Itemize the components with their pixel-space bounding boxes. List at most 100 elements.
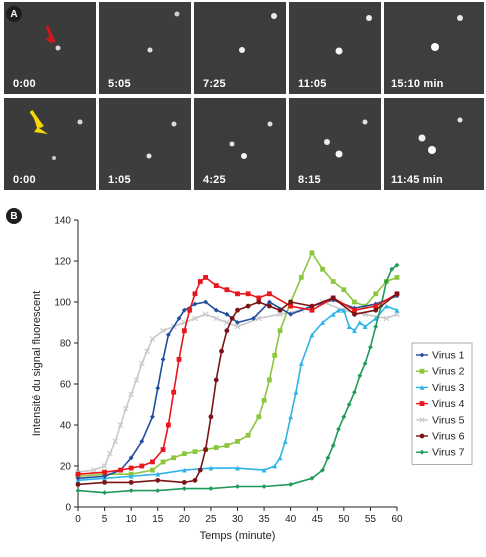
legend-label: Virus 3 — [432, 382, 465, 394]
data-point — [160, 357, 166, 362]
data-point — [288, 482, 294, 487]
data-point — [277, 307, 283, 313]
data-point — [138, 360, 145, 367]
y-tick-label: 20 — [60, 462, 72, 473]
data-point — [267, 377, 272, 383]
data-point — [346, 402, 352, 407]
data-point — [277, 311, 283, 318]
data-point — [352, 311, 357, 317]
data-point — [235, 291, 240, 297]
data-point — [107, 450, 113, 457]
data-point — [181, 467, 187, 473]
cross-stroke — [255, 315, 262, 322]
x-tick-label: 15 — [152, 514, 164, 525]
data-point — [149, 336, 156, 342]
data-point — [320, 320, 325, 325]
data-point — [288, 414, 294, 420]
legend-item: Virus 3 — [416, 382, 465, 394]
data-point — [352, 328, 357, 334]
data-point — [394, 262, 400, 268]
data-point — [75, 482, 81, 487]
series-virus-1 — [75, 293, 400, 481]
microscopy-image — [289, 98, 381, 190]
data-point — [224, 311, 230, 317]
legend-marker — [419, 352, 425, 358]
data-point — [394, 291, 400, 297]
x-tick-label: 55 — [365, 514, 377, 525]
data-point — [203, 447, 209, 452]
data-point — [277, 455, 283, 461]
data-point — [171, 389, 177, 395]
data-point — [288, 299, 294, 305]
time-label: 11:45 min — [391, 174, 443, 186]
data-point — [320, 467, 325, 473]
cross-stroke — [202, 311, 209, 318]
frame-row2-5: 11:45 min — [384, 98, 484, 190]
data-point — [352, 299, 357, 305]
cross-stroke — [181, 319, 188, 326]
x-tick-label: 35 — [259, 514, 271, 525]
data-point — [192, 449, 198, 455]
cross-stroke — [394, 311, 400, 318]
frame-row1-3: 7:25 — [194, 2, 286, 94]
time-label: 0:00 — [13, 174, 36, 186]
y-tick-label: 140 — [54, 216, 71, 227]
data-point — [309, 250, 315, 256]
y-tick-label: 120 — [54, 257, 71, 268]
data-point — [203, 275, 208, 280]
data-point — [160, 327, 166, 334]
data-point — [75, 488, 81, 493]
legend-label: Virus 5 — [432, 414, 465, 426]
x-tick-label: 60 — [391, 514, 403, 525]
data-point — [256, 295, 262, 301]
series-virus-4 — [75, 275, 400, 477]
data-point — [341, 287, 347, 293]
axes: 0 5 10 15 20 25 30 35 40 45 50 55 60 0 20 40 60 80 100 120 1… — [54, 216, 403, 526]
legend-item: Virus 1 — [416, 350, 465, 362]
cross-stroke — [192, 315, 198, 322]
data-point — [213, 377, 219, 383]
time-label: 8:15 — [298, 174, 321, 186]
cross-stroke — [234, 323, 241, 330]
cross-stroke — [101, 463, 108, 469]
data-point — [346, 324, 352, 329]
data-point — [309, 475, 315, 481]
data-point — [261, 467, 267, 473]
data-point — [219, 348, 224, 354]
legend-item: Virus 5 — [416, 414, 465, 426]
data-point — [229, 316, 235, 321]
microscopy-image — [194, 98, 286, 190]
data-point — [181, 480, 187, 485]
data-point — [235, 439, 240, 444]
data-point — [117, 422, 124, 428]
data-point — [160, 459, 166, 465]
data-point — [181, 328, 187, 334]
legend-label: Virus 4 — [432, 398, 465, 410]
data-point — [213, 445, 219, 450]
data-point — [235, 484, 240, 489]
data-point — [165, 422, 171, 428]
data-point — [128, 391, 134, 398]
frame-row2-4: 8:15 — [289, 98, 381, 190]
time-label: 4:25 — [203, 174, 226, 186]
cross-stroke — [160, 327, 166, 334]
data-point — [309, 303, 315, 309]
data-point — [277, 328, 283, 334]
legend-marker — [419, 368, 425, 374]
data-point — [245, 432, 251, 438]
data-point — [213, 315, 220, 322]
y-tick-label: 100 — [54, 298, 71, 309]
x-tick-label: 30 — [232, 514, 244, 525]
x-axis-title: Temps (minute) — [200, 530, 276, 542]
data-point — [102, 480, 107, 485]
data-point — [352, 307, 357, 313]
data-point — [208, 486, 214, 491]
time-label: 1:05 — [108, 174, 131, 186]
data-point — [330, 279, 336, 284]
frame-row1-5: 15:10 min — [384, 2, 484, 94]
data-point — [272, 352, 278, 358]
cross-stroke — [144, 348, 150, 355]
data-point — [224, 328, 230, 334]
data-point — [341, 414, 347, 420]
data-point — [341, 307, 347, 313]
